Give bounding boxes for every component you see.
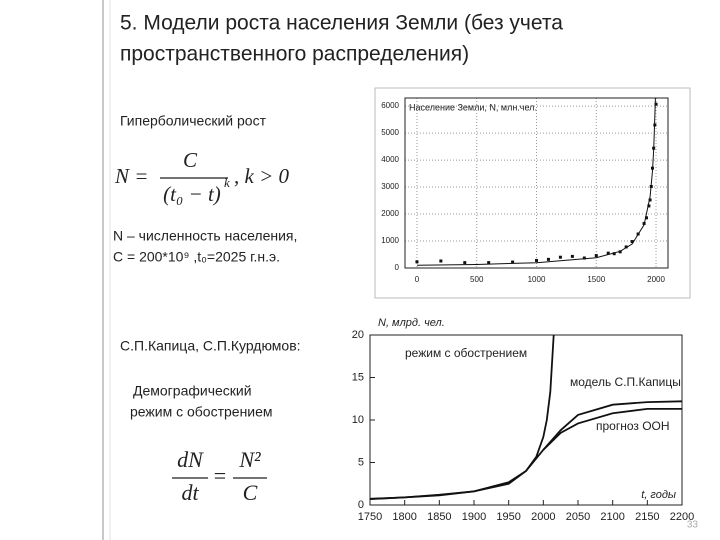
x-tick-label: 0 xyxy=(415,275,420,284)
x-tick-label: 2200 xyxy=(670,511,694,523)
x-tick-label: 2150 xyxy=(635,511,659,523)
data-point xyxy=(546,257,550,261)
definition: N – численность населения, xyxy=(113,228,297,244)
series-line xyxy=(369,400,683,500)
data-point xyxy=(647,204,651,208)
formula-part: k xyxy=(224,175,230,190)
data-point xyxy=(618,250,622,254)
formula-part: N = xyxy=(114,164,148,188)
data-point xyxy=(649,185,653,189)
data-point xyxy=(558,255,562,259)
formula: dN dt = N² C xyxy=(172,447,267,505)
chart-frame xyxy=(374,87,691,299)
data-point xyxy=(535,258,538,262)
data-point xyxy=(511,260,515,264)
x-tick-label: 1950 xyxy=(496,511,520,523)
x-tick-label: 2000 xyxy=(647,275,665,284)
x-tick-label: 1500 xyxy=(587,275,605,284)
label: Демографический xyxy=(133,383,252,399)
data-point xyxy=(653,123,657,127)
formula-part: , k > 0 xyxy=(234,164,289,188)
y-tick-label: 5000 xyxy=(381,128,399,137)
y-tick-label: 15 xyxy=(352,371,364,383)
y-tick-label: 6000 xyxy=(381,101,399,110)
data-point xyxy=(487,261,491,265)
formula-part: (t₀ − t) xyxy=(163,182,221,206)
data-point xyxy=(415,260,419,264)
definition: C = 200*10⁹ ,t₀=2025 г.н.э. xyxy=(113,249,280,265)
y-tick-label: 0 xyxy=(395,263,400,272)
data-point xyxy=(606,251,610,255)
x-tick-label: 2000 xyxy=(531,511,555,523)
data-point xyxy=(624,245,628,249)
y-tick-label: 1000 xyxy=(381,236,399,245)
x-tick-label: 500 xyxy=(470,275,484,284)
page-number: 33 xyxy=(687,520,699,531)
label: Гиперболический рост xyxy=(120,113,267,129)
formula-part: = xyxy=(214,463,226,488)
series-label: модель С.П.Капицы xyxy=(570,375,681,389)
series-label: прогноз ООН xyxy=(596,419,670,433)
data-point xyxy=(654,102,658,106)
x-tick-label: 1000 xyxy=(528,275,546,284)
series-line xyxy=(542,408,682,451)
data-point xyxy=(582,256,586,260)
x-tick-label: 1900 xyxy=(462,511,486,523)
x-tick-label: 2100 xyxy=(600,511,624,523)
formula-part: N² xyxy=(238,447,261,472)
data-point xyxy=(650,166,654,170)
formula: N = C (t₀ − t) k , k > 0 xyxy=(114,148,289,206)
data-point xyxy=(594,254,598,258)
title: пространственного распределения) xyxy=(120,43,469,66)
formula-part: C xyxy=(183,148,198,172)
x-axis-label: t, годы xyxy=(641,489,676,501)
x-tick-label: 1850 xyxy=(427,511,451,523)
label: С.П.Капица, С.П.Курдюмов: xyxy=(120,338,301,354)
formula-part: dN xyxy=(177,447,204,472)
y-tick-label: 2000 xyxy=(381,209,399,218)
title: 5. Модели роста населения Земли (без уче… xyxy=(120,12,563,35)
data-point xyxy=(644,216,648,220)
data-point xyxy=(630,240,634,244)
series-label: режим с обострением xyxy=(405,346,527,360)
y-tick-label: 3000 xyxy=(381,182,399,191)
y-tick-label: 20 xyxy=(352,329,364,341)
plot-frame xyxy=(404,97,669,269)
y-axis-label: N, млрд. чел. xyxy=(378,317,445,329)
y-tick-label: 4000 xyxy=(381,155,399,164)
data-point xyxy=(463,261,467,265)
y-tick-label: 10 xyxy=(352,414,364,426)
x-tick-label: 1750 xyxy=(358,511,382,523)
formula-part: C xyxy=(243,480,258,505)
plot-frame xyxy=(369,334,683,506)
label: режим с обострением xyxy=(130,404,273,420)
data-point xyxy=(570,254,574,258)
y-tick-label: 0 xyxy=(358,499,364,511)
chart-title: Население Земли, N, млн.чел. xyxy=(409,102,537,112)
data-point xyxy=(612,252,616,256)
data-point xyxy=(636,232,640,236)
x-tick-label: 2050 xyxy=(566,511,590,523)
formula-part: dt xyxy=(181,480,199,505)
x-tick-label: 1800 xyxy=(392,511,416,523)
y-tick-label: 5 xyxy=(358,456,364,468)
data-point xyxy=(648,198,652,202)
data-point xyxy=(439,259,443,263)
data-point xyxy=(652,146,656,150)
data-point xyxy=(642,221,646,225)
